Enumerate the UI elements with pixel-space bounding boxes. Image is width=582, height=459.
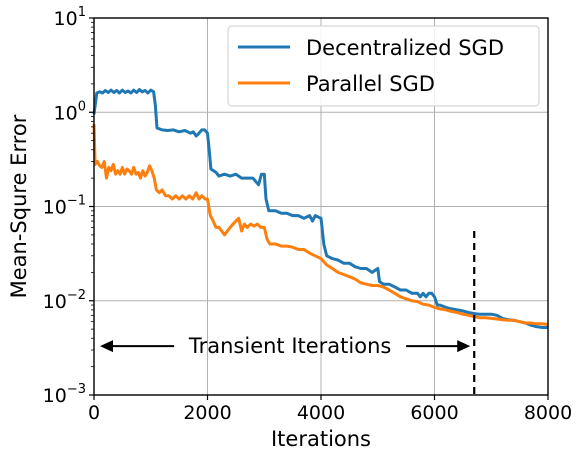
- y-tick-label: 10−2: [43, 288, 86, 313]
- y-tick-label: 10−3: [43, 382, 86, 407]
- y-tick-label: 10−1: [43, 194, 86, 219]
- series-lines: [92, 88, 549, 329]
- annotations: Transient Iterations: [100, 230, 476, 395]
- x-axis-ticks: 0 2000 4000 6000 8000: [88, 395, 572, 424]
- legend-label-1: Parallel SGD: [306, 72, 435, 96]
- x-tick-label: 6000: [410, 402, 458, 424]
- legend-label-0: Decentralized SGD: [306, 36, 504, 60]
- y-axis-label: Mean-Squre Error: [7, 114, 31, 298]
- transient-iterations-label: Transient Iterations: [188, 334, 391, 358]
- x-tick-label: 0: [88, 402, 100, 424]
- arrow-head-right: [457, 340, 471, 353]
- x-tick-label: 4000: [297, 402, 345, 424]
- series-line-1: [92, 123, 549, 326]
- legend-box: [227, 25, 540, 107]
- y-tick-label: 100: [54, 99, 86, 124]
- arrow-head-left: [100, 340, 113, 353]
- x-axis-label: Iterations: [271, 427, 371, 451]
- y-tick-label: 101: [54, 5, 86, 30]
- series-line-0: [92, 88, 548, 329]
- legend: Decentralized SGD Parallel SGD: [227, 25, 540, 107]
- x-tick-label: 2000: [183, 402, 231, 424]
- y-axis-ticks: 10−3 10−2 10−1 100 101: [43, 5, 94, 407]
- x-tick-label: 8000: [524, 402, 572, 424]
